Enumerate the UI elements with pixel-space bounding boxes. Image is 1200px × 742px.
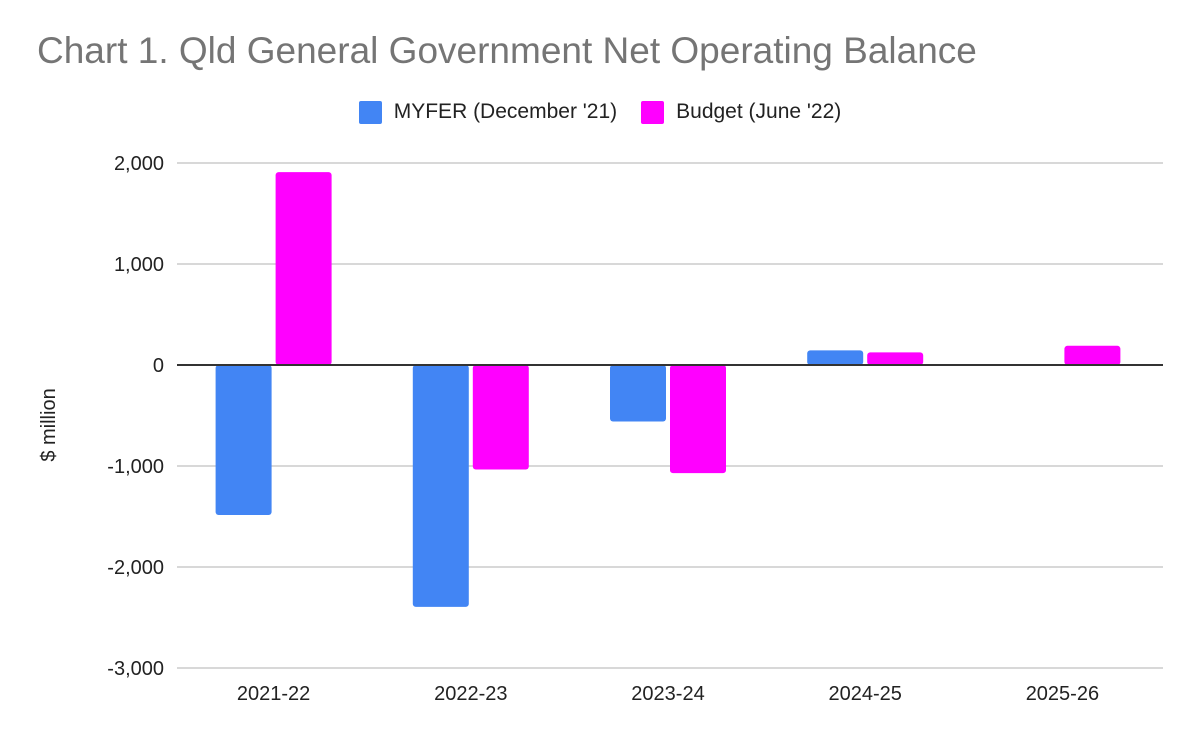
bar-budget-2025-26[interactable] xyxy=(1064,345,1121,365)
bar-budget-2022-23[interactable] xyxy=(472,365,529,470)
legend-swatch-myfer xyxy=(358,100,382,124)
legend-swatch-budget xyxy=(641,100,665,124)
y-tick-label: 1,000 xyxy=(114,254,164,276)
chart-title: Chart 1. Qld General Government Net Oper… xyxy=(37,30,977,71)
bar-budget-2021-22[interactable] xyxy=(275,172,332,365)
y-tick-label: 0 xyxy=(153,355,164,377)
legend-label-myfer: MYFER (December '21) xyxy=(393,100,618,123)
y-tick-label: -3,000 xyxy=(107,658,164,680)
x-tick-label: 2022-23 xyxy=(434,683,507,705)
x-tick-label: 2025-26 xyxy=(1026,683,1099,705)
bar-myfer-2023-24[interactable] xyxy=(610,365,666,422)
legend-label-budget: Budget (June '22) xyxy=(676,100,842,123)
bar-myfer-2022-23[interactable] xyxy=(412,365,469,607)
y-tick-label: 2,000 xyxy=(114,153,164,175)
y-tick-label: -2,000 xyxy=(107,557,164,579)
y-tick-label: -1,000 xyxy=(107,456,164,478)
bar-budget-2024-25[interactable] xyxy=(867,352,924,365)
x-tick-label: 2024-25 xyxy=(828,683,901,705)
x-tick-label: 2023-24 xyxy=(631,683,704,705)
bar-myfer-2021-22[interactable] xyxy=(215,365,272,515)
legend-item-budget[interactable]: Budget (June '22) xyxy=(641,100,841,124)
bar-budget-2023-24[interactable] xyxy=(670,365,726,474)
legend-item-myfer[interactable]: MYFER (December '21) xyxy=(358,100,618,124)
bar-myfer-2024-25[interactable] xyxy=(807,350,864,365)
y-axis-label: $ million xyxy=(38,388,60,461)
x-tick-label: 2021-22 xyxy=(237,683,310,705)
legend: MYFER (December '21) Budget (June '22) xyxy=(0,100,1200,124)
